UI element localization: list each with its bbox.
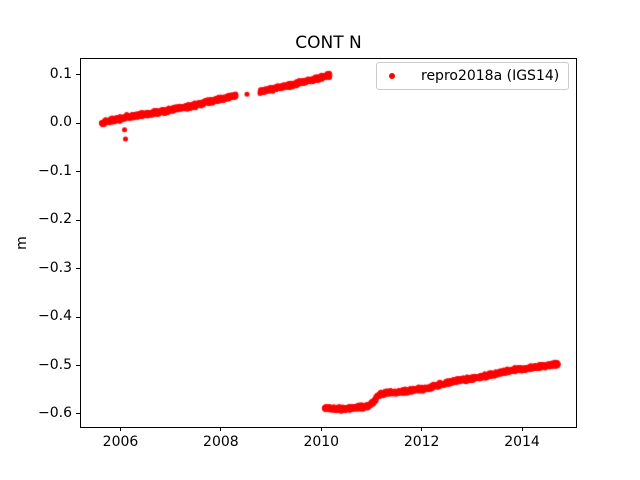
y-tick-mark [76,365,80,366]
legend-marker-dot-icon [389,73,395,79]
y-tick-mark [76,122,80,124]
x-tick-mark [320,427,322,431]
x-tick-mark [521,427,523,431]
x-tick-label: 2012 [403,434,440,450]
y-tick-label: −0.3 [38,259,72,276]
y-tick-mark [76,268,80,270]
y-tick-mark [76,316,80,318]
x-tick-mark [220,427,222,431]
y-tick-mark [76,74,80,76]
y-tick-mark [76,219,80,221]
x-tick-mark [421,427,423,431]
y-axis-label: m [14,236,30,250]
y-tick-label: −0.4 [38,308,72,325]
x-tick-label: 2010 [303,434,340,450]
y-tick-label: −0.2 [38,211,72,228]
legend-label: repro2018a (IGS14) [421,68,560,84]
legend: repro2018a (IGS14) [376,62,570,90]
y-tick-label: −0.5 [38,356,72,373]
plot-frame [80,58,577,428]
y-tick-label: 0.0 [49,114,72,131]
y-tick-mark [76,413,80,415]
x-tick-mark [120,427,121,431]
y-tick-label: −0.6 [38,404,72,421]
x-tick-label: 2008 [203,434,239,450]
x-tick-label: 2006 [102,434,139,450]
y-tick-label: 0.1 [49,65,72,82]
x-tick-label: 2014 [504,434,540,450]
y-tick-label: −0.1 [38,162,72,179]
chart-title: CONT N [295,33,362,53]
y-tick-mark [76,171,80,173]
